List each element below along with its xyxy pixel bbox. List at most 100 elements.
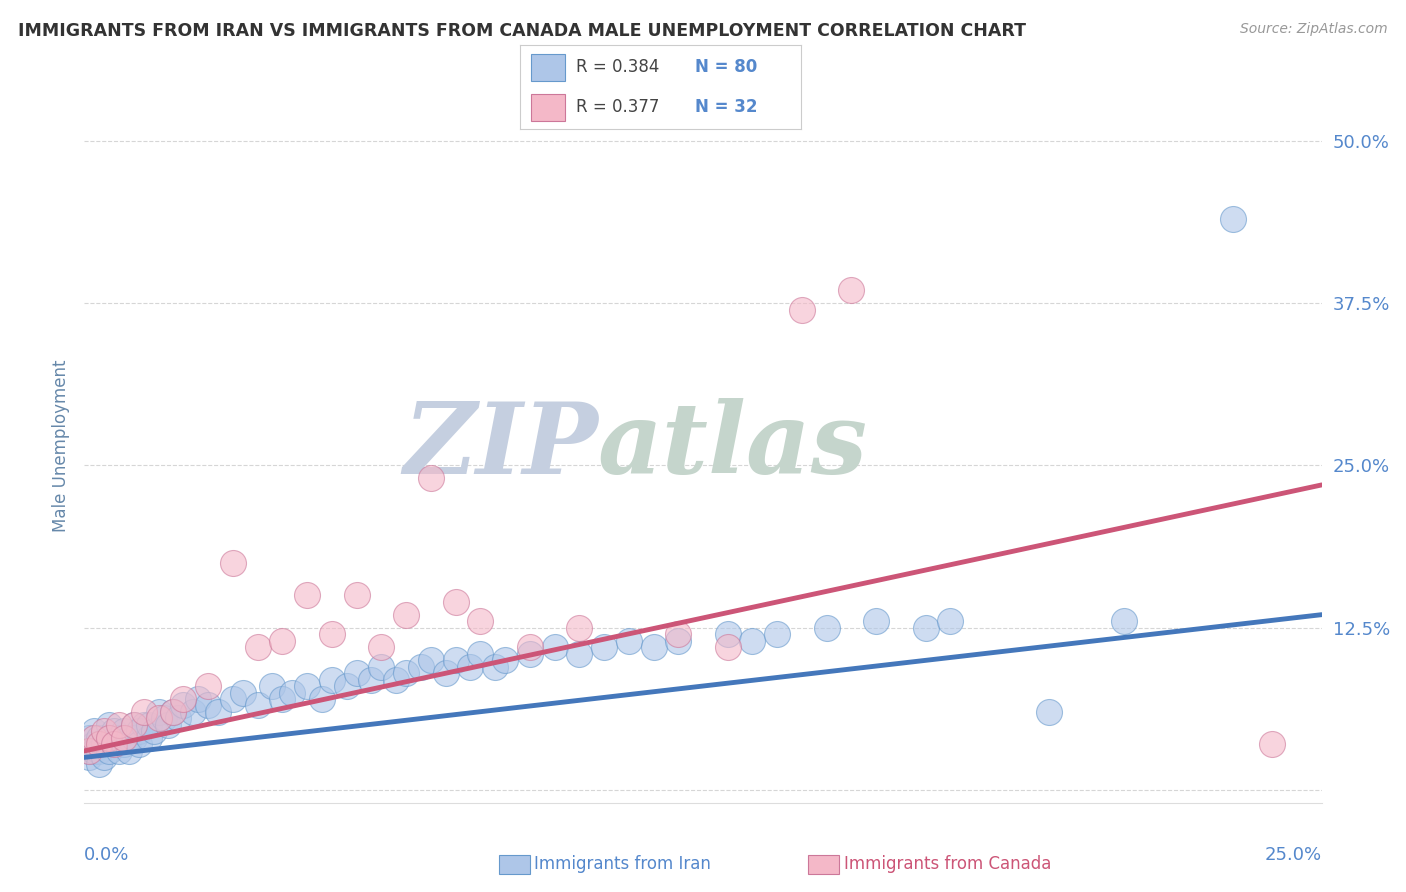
Text: Source: ZipAtlas.com: Source: ZipAtlas.com [1240,22,1388,37]
Point [409,659,432,673]
Text: 0.0%: 0.0% [84,846,129,863]
Point [152,711,174,725]
Point [939,614,962,628]
Point [470,614,492,628]
Point [1038,705,1060,719]
Text: N = 32: N = 32 [695,98,756,116]
Point [395,666,418,681]
Point [336,679,359,693]
Point [157,718,180,732]
Point [98,731,121,745]
Point [167,711,190,725]
Point [519,647,541,661]
Y-axis label: Male Unemployment: Male Unemployment [52,359,70,533]
Point [83,731,105,745]
Point [790,302,813,317]
Point [118,731,141,745]
Point [444,595,467,609]
Point [666,633,689,648]
Point [470,647,492,661]
Point [79,744,101,758]
Point [83,744,105,758]
Point [93,750,115,764]
Point [108,744,131,758]
Point [1222,211,1244,226]
Point [89,756,111,771]
Text: Immigrants from Iran: Immigrants from Iran [534,855,711,873]
Point [112,731,135,745]
Text: 25.0%: 25.0% [1264,846,1322,863]
Point [222,692,245,706]
Point [295,588,318,602]
Point [93,738,115,752]
Point [346,588,368,602]
Point [246,698,269,713]
Point [187,692,209,706]
Point [132,705,155,719]
Point [717,627,740,641]
Point [419,471,441,485]
Point [148,705,170,719]
Point [271,633,294,648]
Text: ZIP: ZIP [404,398,598,494]
Point [484,659,506,673]
Point [138,718,160,732]
Point [98,718,121,732]
Point [122,731,145,745]
Point [617,633,640,648]
Point [98,744,121,758]
Point [865,614,887,628]
Text: Immigrants from Canada: Immigrants from Canada [844,855,1050,873]
Point [89,731,111,745]
Bar [531,94,565,120]
Point [568,647,591,661]
Point [197,698,219,713]
Point [197,679,219,693]
Text: R = 0.384: R = 0.384 [576,59,659,77]
Point [172,692,194,706]
Point [311,692,333,706]
Point [181,705,204,719]
Point [112,738,135,752]
Point [666,627,689,641]
Point [122,718,145,732]
Point [494,653,516,667]
Point [122,718,145,732]
Point [519,640,541,654]
Point [79,750,101,764]
Point [83,738,105,752]
Point [271,692,294,706]
Point [741,633,763,648]
Point [1112,614,1135,628]
Point [98,731,121,745]
Point [108,731,131,745]
Point [370,640,392,654]
Point [112,724,135,739]
Point [815,621,838,635]
Point [89,738,111,752]
Point [138,731,160,745]
Point [172,698,194,713]
Point [222,556,245,570]
Point [395,607,418,622]
Text: N = 80: N = 80 [695,59,756,77]
Point [128,724,150,739]
Point [232,685,254,699]
Point [568,621,591,635]
Point [643,640,665,654]
Point [162,705,184,719]
Point [103,738,125,752]
Bar [531,54,565,81]
Point [766,627,789,641]
Point [148,711,170,725]
Point [593,640,616,654]
Point [103,738,125,752]
Point [246,640,269,654]
Point [262,679,284,693]
Point [108,718,131,732]
Point [360,673,382,687]
Point [79,731,101,745]
Point [162,705,184,719]
Point [281,685,304,699]
Point [118,744,141,758]
